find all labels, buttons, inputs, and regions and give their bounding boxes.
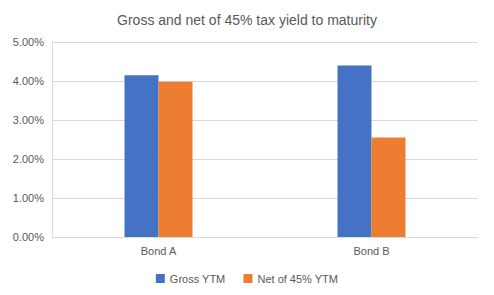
svg-text:Net of 45% YTM: Net of 45% YTM <box>257 273 338 285</box>
svg-text:Bond B: Bond B <box>353 245 389 257</box>
svg-text:Bond A: Bond A <box>141 245 177 257</box>
svg-text:5.00%: 5.00% <box>13 36 44 48</box>
svg-text:Gross YTM: Gross YTM <box>170 273 225 285</box>
svg-text:0.00%: 0.00% <box>13 231 44 243</box>
svg-text:3.00%: 3.00% <box>13 114 44 126</box>
svg-text:Gross and net of 45% tax yield: Gross and net of 45% tax yield to maturi… <box>117 12 377 28</box>
svg-text:4.00%: 4.00% <box>13 75 44 87</box>
svg-text:2.00%: 2.00% <box>13 153 44 165</box>
svg-text:1.00%: 1.00% <box>13 192 44 204</box>
